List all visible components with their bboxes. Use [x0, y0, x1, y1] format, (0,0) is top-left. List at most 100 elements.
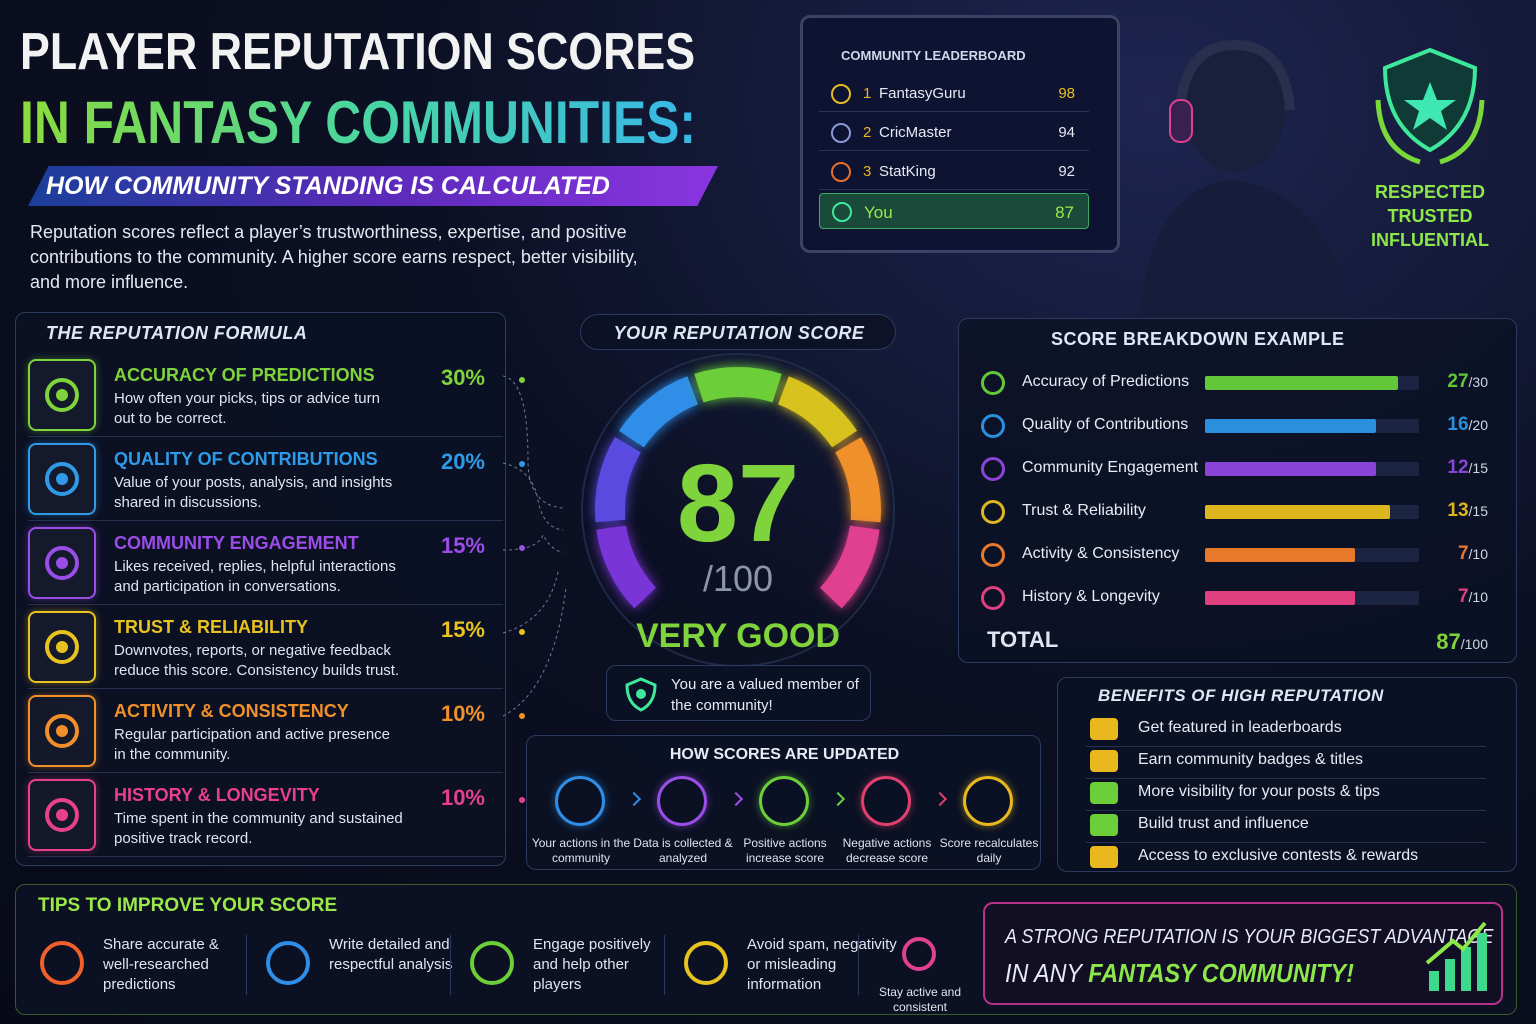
breakdown-score-box: 1315	[1408, 500, 1488, 522]
slogan-box: A STRONG REPUTATION IS YOUR BIGGEST ADVA…	[983, 902, 1503, 1005]
icon-glyph	[45, 798, 79, 832]
breakdown-icon	[981, 586, 1005, 610]
bar	[1205, 462, 1377, 476]
icon-glyph	[45, 714, 79, 748]
step-icon	[963, 776, 1013, 826]
bar	[1205, 419, 1377, 433]
breakdown-icon	[981, 500, 1005, 524]
breakdown-score: 27	[1447, 371, 1469, 392]
breakdown-score-box: 2730	[1408, 371, 1488, 393]
gauge	[581, 353, 895, 667]
rank-icon	[832, 202, 852, 222]
formula-desc: Likes received, replies, helpful interac…	[114, 558, 396, 595]
formula-icon	[28, 443, 96, 515]
tip-icon	[684, 941, 728, 985]
title: PLAYER REPUTATION SCORES	[20, 23, 696, 81]
formula-item: TRUST & RELIABILITY Downvotes, reports, o…	[28, 607, 525, 689]
icon-glyph	[45, 630, 79, 664]
icon-dot	[56, 473, 68, 485]
tip-text: Stay active and consistent	[878, 985, 962, 1014]
formula-name: ACCURACY OF PREDICTIONS	[114, 365, 375, 385]
player-score: 98	[1058, 85, 1075, 102]
bar	[1205, 548, 1355, 562]
benefit-text: Earn community badges & titles	[1138, 751, 1363, 768]
breakdown-score: 13	[1447, 500, 1469, 521]
connector-dot	[519, 545, 525, 551]
divider	[1086, 778, 1486, 779]
slogan-prefix: IN ANY	[1005, 958, 1082, 988]
formula-name: HISTORY & LONGEVITY	[114, 785, 320, 805]
benefit-icon	[1090, 846, 1118, 868]
tip-text: Write detailed and respectful analysis	[329, 936, 453, 973]
icon-ring	[45, 630, 79, 664]
gauge-segment	[618, 376, 699, 448]
benefits-panel: BENEFITS OF HIGH REPUTATION Get featured…	[1057, 677, 1517, 872]
message-icon	[625, 677, 657, 712]
breakdown-icon	[981, 414, 1005, 438]
player-score: 87	[1055, 203, 1074, 222]
rank-icon	[831, 123, 851, 143]
formula-weight: 15%	[440, 533, 485, 558]
gauge-segment	[777, 376, 858, 448]
connector-dot	[519, 377, 525, 383]
panel-title: BENEFITS OF HIGH REPUTATION	[1098, 686, 1384, 705]
panel-title: HOW SCORES ARE UPDATED	[669, 746, 900, 763]
tip-text: Avoid spam, negativity or misleading inf…	[747, 936, 897, 993]
tip-icon	[470, 941, 514, 985]
breakdown-score: 7	[1457, 586, 1469, 607]
player-name: StatKing	[879, 163, 936, 180]
slogan-highlight: FANTASY COMMUNITY!	[1088, 958, 1354, 988]
breakdown-name: Community Engagement	[1022, 459, 1199, 476]
gauge-rating: VERY GOOD	[635, 617, 841, 655]
benefit-icon	[1090, 750, 1118, 772]
leaderboard-row: You 87	[819, 193, 1089, 229]
icon-dot	[56, 641, 68, 653]
formula-weight: 15%	[440, 617, 485, 642]
formula-weight: 30%	[440, 365, 485, 390]
tip-text: Engage positively and help other players	[533, 936, 651, 993]
icon-ring	[45, 378, 79, 412]
tip-divider	[246, 935, 247, 995]
icon-glyph	[45, 378, 79, 412]
breakdown-max: 10	[1469, 589, 1488, 605]
breakdown-name: History & Longevity	[1022, 588, 1160, 605]
title-highlight: IN FANTASY COMMUNITIES:	[20, 89, 696, 156]
gauge-title-box: YOUR REPUTATION SCORE	[580, 314, 896, 350]
breakdown-max: 20	[1469, 417, 1488, 433]
tip-divider	[858, 935, 859, 995]
connector-dot	[519, 713, 525, 719]
breakdown-panel: SCORE BREAKDOWN EXAMPLE TOTAL 87100 Accu…	[958, 318, 1517, 663]
breakdown-score: 12	[1447, 457, 1469, 478]
formula-item: HISTORY & LONGEVITY Time spent in the com…	[28, 775, 525, 857]
tip-divider	[450, 935, 451, 995]
step-label: Data is collected & analyzed	[633, 836, 733, 865]
benefit-text: Get featured in leaderboards	[1138, 719, 1342, 736]
leaderboard-row: 2 CricMaster 94	[819, 115, 1089, 151]
benefit-icon	[1090, 782, 1118, 804]
gauge-title: YOUR REPUTATION SCORE	[613, 323, 865, 343]
formula-desc: Value of your posts, analysis, and insig…	[114, 474, 393, 511]
tip-icon	[266, 941, 310, 985]
formula-weight: 20%	[440, 449, 485, 474]
icon-ring	[45, 462, 79, 496]
divider	[1086, 842, 1486, 843]
subtitle: HOW COMMUNITY STANDING IS CALCULATED	[28, 166, 718, 206]
gauge-segment	[694, 367, 782, 403]
connectors	[502, 375, 567, 717]
breakdown-max: 15	[1469, 503, 1488, 519]
tip-icon	[40, 941, 84, 985]
tip-text: Share accurate & well-researched predict…	[103, 936, 219, 993]
formula-name: TRUST & RELIABILITY	[114, 617, 308, 637]
badge-text: RESPECTED TRUSTED INFLUENTIAL	[1360, 180, 1500, 252]
leaderboard-row: 3 StatKing 92	[819, 154, 1089, 190]
total: 87	[1436, 629, 1461, 654]
breakdown-name: Accuracy of Predictions	[1022, 373, 1190, 390]
breakdown-name: Quality of Contributions	[1022, 416, 1189, 433]
rank: 2	[863, 124, 872, 141]
player-name: You	[864, 203, 893, 222]
step-label: Negative actions decrease score	[842, 836, 932, 865]
breakdown-score-box: 710	[1408, 543, 1488, 565]
breakdown-score-box: 710	[1408, 586, 1488, 608]
rank-icon	[831, 84, 851, 104]
